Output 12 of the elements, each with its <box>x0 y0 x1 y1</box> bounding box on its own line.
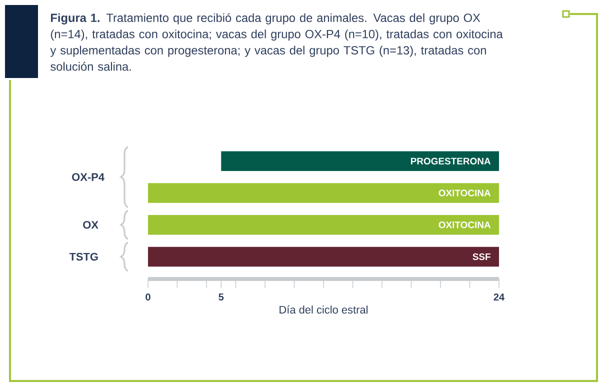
y-tick-label: OX <box>83 220 98 229</box>
x-tick-label: 24 <box>494 294 504 300</box>
data-label: OXITOCINA <box>438 190 491 196</box>
data-label: SSF <box>472 253 490 260</box>
chart-title: Figura 1. Tratamiento que recibió cada grupo de animales. Vacas del grupo OX (n=14), tratadas con oxitocina; vacas del grupo OX-P4 (n=10), tratadas con oxitocina y suplementadas con progesterona; y vacas del grupo TSTG (n=13), tratadas con solución salina. <box>50 13 503 71</box>
y-tick-label: TSTG <box>69 252 98 261</box>
x-tick-label: 0 <box>146 294 150 301</box>
x-axis-title: Día del ciclo estral <box>280 305 368 314</box>
x-tick-label: 5 <box>218 294 224 300</box>
data-label: PROGESTERONA <box>410 158 491 164</box>
data-label: OXITOCINA <box>438 221 491 228</box>
text: OX-P4 <box>72 173 104 181</box>
